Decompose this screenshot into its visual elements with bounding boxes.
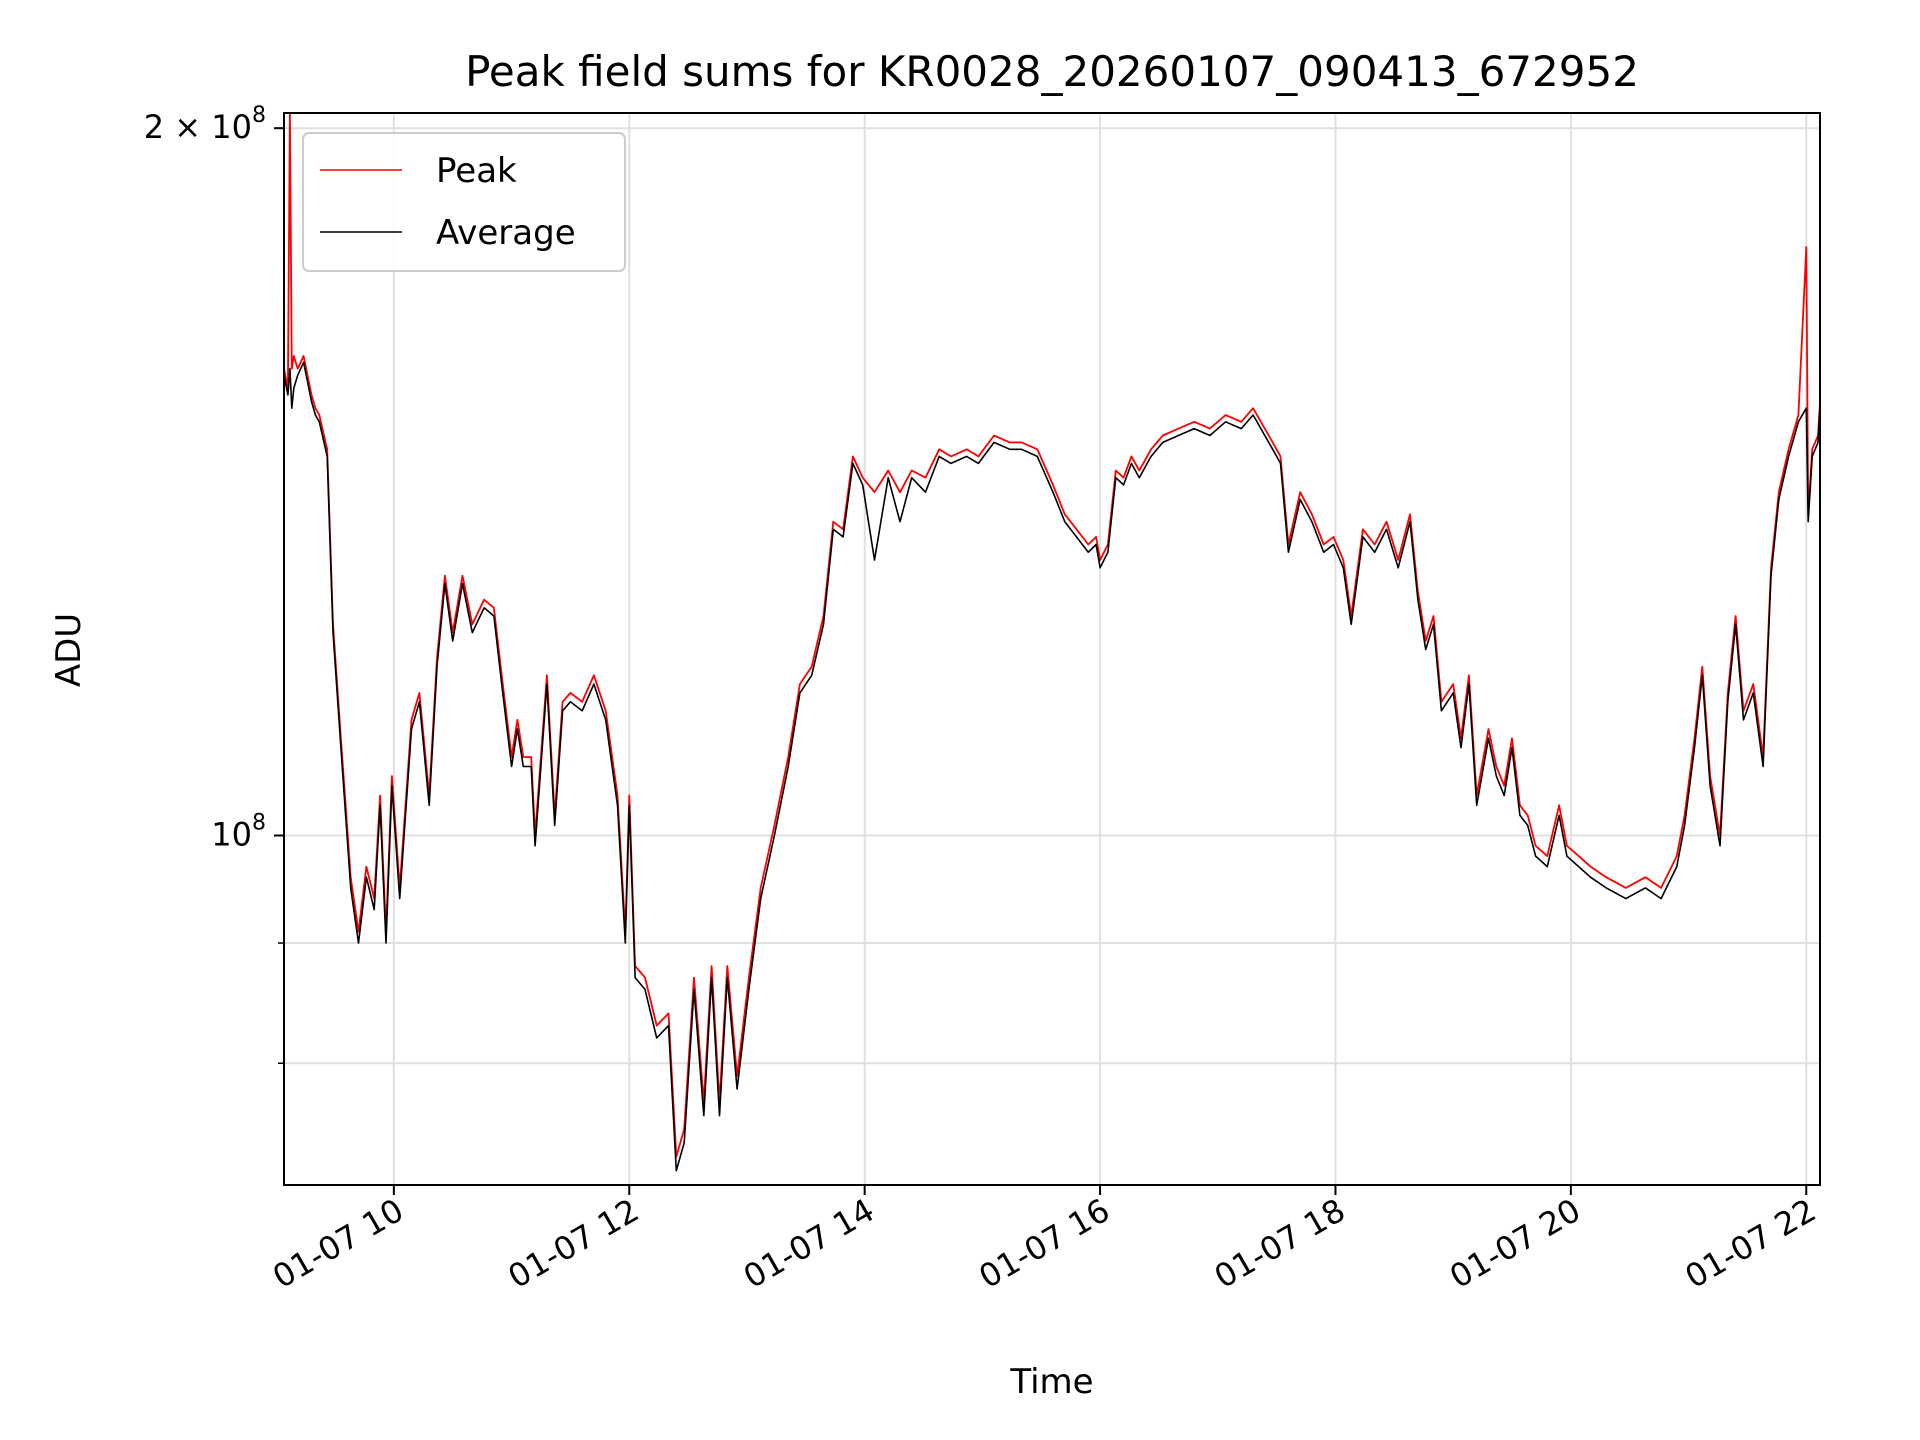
y-tick-label: 108 — [211, 811, 266, 854]
series-layer — [283, 112, 1821, 1172]
series-line-peak — [283, 112, 1821, 1158]
y-tick-label: 2 × 108 — [144, 103, 266, 146]
x-axis-label: Time — [1009, 1362, 1093, 1402]
gridlines — [284, 113, 1820, 1185]
y-tick-labels: 2 × 108 108 — [144, 103, 266, 853]
legend-label-peak: Peak — [436, 151, 517, 191]
legend-box — [302, 132, 626, 272]
axis-ticks — [274, 127, 1808, 1195]
y-axis-label: ADU — [49, 613, 89, 687]
legend: Peak Average — [302, 132, 626, 272]
chart-title: Peak field sums for KR0028_20260107_0904… — [465, 47, 1639, 96]
series-line-average — [283, 361, 1821, 1172]
plot-frame — [283, 112, 1821, 1186]
legend-label-average: Average — [436, 213, 576, 253]
